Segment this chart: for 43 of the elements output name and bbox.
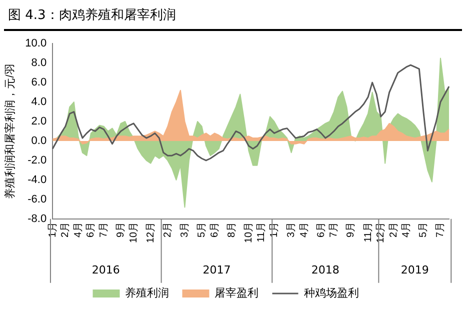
x-tick-label: 9月: [346, 222, 357, 238]
x-tick-label: 6月: [86, 222, 97, 238]
legend-label: 养殖利润: [124, 286, 169, 300]
text: 2019: [400, 264, 429, 277]
x-tick-label: 3月: [286, 222, 298, 238]
y-tick-label: -6.0: [28, 193, 47, 206]
x-tick-label: 7月: [435, 222, 446, 238]
x-tick-label: 10月: [243, 222, 254, 243]
x-tick-label: 8月: [226, 222, 238, 238]
x-tick-label: 11月: [256, 222, 268, 242]
x-tick-label: 2月: [60, 222, 72, 238]
x-tick-label: 6月: [209, 222, 220, 238]
y-tick-label: 0.0: [31, 135, 47, 148]
y-tick-label: 10.0: [25, 38, 47, 50]
text: 2017: [202, 264, 231, 277]
x-tick-label: 10月: [128, 222, 140, 243]
x-tick-label: 2月: [162, 222, 174, 238]
y-tick-label: -4.0: [28, 174, 47, 186]
x-tick-label: 3月: [179, 222, 190, 238]
x-tick-label: 5月: [418, 222, 430, 238]
y-tick-label: 4.0: [31, 96, 47, 108]
x-tick-label: 11月: [362, 222, 374, 242]
x-tick-label: 7月: [328, 222, 340, 238]
x-tick-label: 2月: [388, 222, 400, 238]
legend-label: 屠宰盈利: [214, 286, 258, 300]
x-tick-label: 12月: [145, 222, 156, 243]
x-tick-label: 9月: [116, 222, 127, 238]
x-tick-label: 4月: [298, 222, 310, 238]
x-tick-label: 4月: [401, 222, 412, 238]
x-tick-label: 6月: [316, 222, 327, 238]
y-tick-label: -8.0: [28, 212, 47, 225]
chart-title: 图 4.3：肉鸡养殖和屠宰利润: [4, 0, 462, 31]
text: 2016: [92, 264, 120, 277]
y-tick-label: -2.0: [28, 154, 47, 166]
x-tick-label: 7月: [98, 222, 110, 238]
text: 2018: [311, 264, 340, 277]
y-tick-label: 6.0: [31, 76, 47, 89]
legend-label: 种鸡场盈利: [304, 286, 359, 300]
y-tick-label: 8.0: [31, 57, 47, 70]
x-tick-label: 4月: [72, 222, 84, 238]
x-tick-label: 5月: [196, 222, 208, 238]
y-axis-title: 养殖利润和屠宰利润，元/羽: [4, 64, 17, 199]
y-tick-label: 2.0: [31, 116, 47, 128]
